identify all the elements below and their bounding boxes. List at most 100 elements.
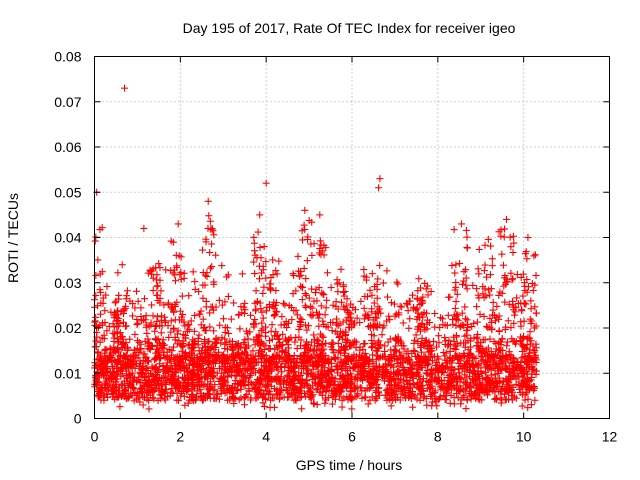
data-point: [474, 265, 482, 273]
data-point: [511, 311, 519, 319]
data-point: [222, 378, 230, 386]
data-point: [256, 211, 264, 219]
data-point: [153, 271, 161, 279]
data-point: [310, 240, 318, 248]
data-point: [313, 401, 321, 409]
data-point: [149, 286, 157, 294]
data-point: [301, 302, 309, 310]
data-point: [497, 232, 505, 240]
data-point: [255, 262, 263, 270]
data-point: [136, 379, 144, 387]
data-point: [173, 396, 181, 404]
data-point: [92, 322, 100, 330]
data-point: [230, 400, 238, 408]
data-point: [218, 334, 226, 342]
data-point: [388, 361, 396, 369]
data-point: [295, 272, 303, 280]
data-point: [410, 336, 418, 344]
data-point: [262, 332, 270, 340]
data-point: [298, 405, 306, 413]
data-point: [332, 315, 340, 323]
data-point: [103, 390, 111, 398]
data-point: [334, 288, 342, 296]
data-point: [451, 304, 459, 312]
data-point: [145, 358, 153, 366]
data-point: [498, 250, 506, 258]
data-point: [225, 329, 233, 337]
data-point: [278, 368, 286, 376]
data-point: [321, 399, 329, 407]
data-point: [348, 405, 356, 413]
data-point: [141, 316, 149, 324]
data-point: [258, 319, 266, 327]
y-tick-label: 0.05: [54, 184, 81, 200]
data-point: [222, 339, 230, 347]
data-point: [239, 364, 247, 372]
data-point: [165, 333, 173, 341]
data-point: [368, 270, 376, 278]
data-point: [461, 303, 469, 311]
data-point: [462, 226, 470, 234]
data-point: [384, 293, 392, 301]
data-point: [509, 232, 517, 240]
data-point: [412, 331, 420, 339]
data-point: [509, 275, 517, 283]
data-point: [224, 292, 232, 300]
data-point: [230, 299, 238, 307]
data-point: [334, 362, 342, 370]
data-point: [524, 234, 532, 241]
data-point: [410, 347, 418, 355]
data-point: [497, 399, 505, 407]
y-tick-label: 0: [74, 411, 82, 427]
data-point: [357, 297, 365, 305]
data-point: [206, 323, 214, 331]
data-point: [134, 337, 142, 345]
data-point: [254, 228, 262, 236]
data-point: [530, 252, 538, 260]
data-point: [260, 403, 268, 411]
data-point: [393, 278, 401, 286]
data-point: [236, 325, 244, 333]
data-point: [259, 266, 267, 274]
data-point: [527, 401, 535, 409]
data-point: [360, 315, 368, 323]
data-point: [256, 244, 264, 252]
data-point: [269, 256, 277, 264]
data-point: [374, 275, 382, 283]
data-point: [231, 372, 239, 380]
data-point: [486, 335, 494, 343]
data-point: [338, 403, 346, 411]
data-point: [423, 401, 431, 409]
data-point: [180, 374, 188, 382]
data-point: [379, 279, 387, 287]
data-point: [206, 248, 214, 256]
data-point: [118, 363, 126, 371]
y-axis-label: ROTI / TECUs: [5, 193, 21, 283]
data-point: [527, 305, 535, 313]
data-point: [322, 304, 330, 312]
data-point: [375, 184, 383, 192]
data-point: [205, 212, 213, 220]
data-point: [404, 307, 412, 315]
data-point: [279, 330, 287, 338]
data-point: [494, 369, 502, 377]
data-point: [133, 321, 141, 329]
data-point: [463, 316, 471, 324]
data-point: [259, 314, 267, 322]
data-point: [390, 300, 398, 308]
data-point: [149, 394, 157, 402]
data-point: [247, 311, 255, 319]
data-point: [243, 366, 251, 374]
data-point: [451, 269, 459, 277]
data-point: [131, 364, 139, 372]
data-point: [455, 369, 463, 377]
data-point: [308, 251, 316, 259]
data-point: [491, 317, 499, 325]
data-point: [308, 304, 316, 312]
data-point: [328, 327, 336, 335]
data-point: [250, 258, 258, 266]
data-point: [103, 283, 111, 291]
data-point: [526, 328, 534, 336]
data-point: [493, 302, 501, 310]
x-tick-label: 2: [176, 429, 184, 445]
